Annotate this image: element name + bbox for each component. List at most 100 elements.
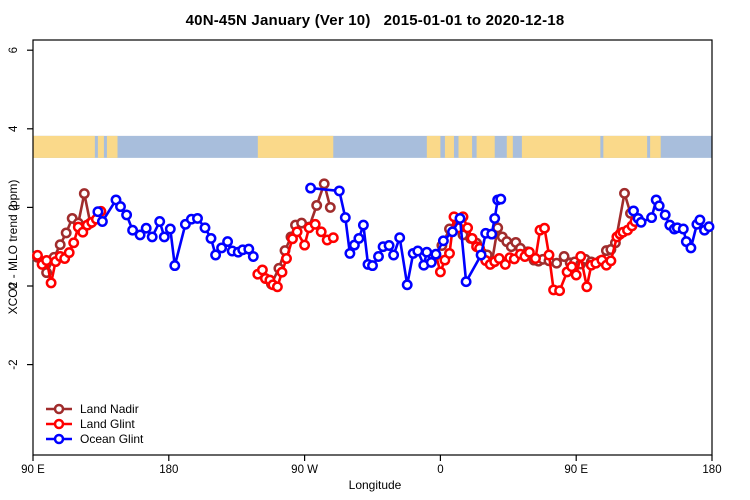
data-point-ocean-glint bbox=[430, 248, 442, 260]
plot-title: 40N-45N January (Ver 10) 2015-01-01 to 2… bbox=[185, 12, 565, 29]
data-point-ocean-glint bbox=[127, 224, 139, 236]
data-point-land-glint bbox=[315, 226, 327, 238]
data-point-ocean-glint bbox=[685, 242, 697, 254]
data-point-land-nadir bbox=[619, 187, 630, 199]
data-point-ocean-glint bbox=[305, 182, 317, 194]
data-point-land-nadir bbox=[324, 201, 336, 213]
data-point-ocean-glint bbox=[401, 279, 413, 291]
y-tick-label: 0 bbox=[8, 283, 20, 289]
data-point-ocean-glint bbox=[192, 212, 203, 224]
y-axis-label: XCO2 - MLO trend (ppm) bbox=[6, 179, 20, 315]
data-point-land-glint bbox=[523, 246, 535, 258]
data-point-ocean-glint bbox=[333, 185, 345, 197]
data-point-ocean-glint bbox=[495, 193, 507, 205]
data-point-land-nadir bbox=[311, 199, 323, 211]
data-point-ocean-glint bbox=[344, 247, 356, 259]
data-point-land-glint bbox=[605, 255, 617, 267]
map-band-land-segment bbox=[33, 135, 95, 158]
land-nadir-line-marker-icon bbox=[46, 403, 72, 414]
map-band-land-segment bbox=[444, 135, 454, 158]
map-band-land-segment bbox=[97, 135, 104, 158]
data-point-ocean-glint bbox=[115, 201, 126, 213]
data-point-land-glint bbox=[63, 247, 75, 259]
map-band-land-segment bbox=[458, 135, 473, 158]
data-point-ocean-glint bbox=[92, 206, 104, 218]
legend: Land Nadir Land Glint Ocean Glint bbox=[44, 401, 143, 446]
data-point-ocean-glint bbox=[437, 235, 449, 247]
data-point-land-glint bbox=[68, 237, 80, 249]
plot-box bbox=[32, 39, 713, 456]
data-point-ocean-glint bbox=[243, 243, 255, 255]
data-point-land-glint bbox=[281, 253, 292, 264]
data-point-land-glint bbox=[271, 281, 283, 293]
data-point-ocean-glint bbox=[134, 229, 146, 241]
data-point-ocean-glint bbox=[489, 212, 501, 224]
map-band-land-segment bbox=[426, 135, 441, 158]
map-band-land-segment bbox=[521, 135, 601, 158]
data-point-ocean-glint bbox=[373, 251, 384, 262]
data-point-land-glint bbox=[309, 218, 321, 230]
data-point-land-glint bbox=[581, 281, 593, 293]
data-point-ocean-glint bbox=[210, 249, 222, 261]
data-point-ocean-glint bbox=[357, 219, 369, 231]
x-tick-label: 0 bbox=[437, 464, 443, 476]
data-point-land-nadir bbox=[318, 178, 330, 190]
data-point-land-glint bbox=[444, 247, 455, 259]
map-band-land-segment bbox=[650, 135, 661, 158]
data-point-land-glint bbox=[543, 249, 555, 261]
ocean-glint-line-marker-icon bbox=[46, 433, 72, 444]
data-point-ocean-glint bbox=[169, 260, 181, 272]
data-point-land-glint bbox=[539, 222, 550, 234]
y-tick-label: 4 bbox=[8, 125, 20, 132]
data-point-land-nadir bbox=[54, 239, 66, 251]
data-point-land-glint bbox=[291, 226, 303, 238]
data-point-ocean-glint bbox=[140, 222, 152, 234]
data-point-land-glint bbox=[575, 251, 587, 262]
data-point-land-glint bbox=[45, 277, 57, 289]
data-point-ocean-glint bbox=[412, 245, 424, 257]
data-point-ocean-glint bbox=[447, 226, 458, 238]
data-point-ocean-glint bbox=[659, 209, 671, 221]
data-point-ocean-glint bbox=[339, 212, 351, 224]
data-point-ocean-glint bbox=[628, 205, 639, 217]
data-point-ocean-glint bbox=[216, 242, 228, 254]
map-band-land-segment bbox=[106, 135, 118, 158]
data-point-land-glint bbox=[462, 222, 474, 234]
x-tick-label: 180 bbox=[159, 464, 178, 476]
data-point-ocean-glint bbox=[460, 276, 472, 288]
data-point-land-glint bbox=[327, 232, 339, 244]
data-point-land-glint bbox=[530, 253, 541, 264]
y-tick-label: -2 bbox=[8, 359, 20, 369]
x-tick-label: 180 bbox=[702, 464, 721, 476]
data-point-land-nadir bbox=[60, 227, 72, 239]
data-point-ocean-glint bbox=[222, 236, 234, 248]
data-point-ocean-glint bbox=[425, 256, 437, 268]
y-tick-label: 2 bbox=[8, 204, 20, 210]
data-point-ocean-glint bbox=[146, 231, 158, 243]
data-point-ocean-glint bbox=[653, 200, 665, 212]
data-point-ocean-glint bbox=[694, 214, 706, 226]
legend-label: Land Glint bbox=[80, 416, 135, 431]
data-point-land-glint bbox=[434, 266, 446, 278]
data-point-ocean-glint bbox=[121, 209, 133, 221]
x-tick-label: 90 E bbox=[564, 464, 588, 476]
data-point-ocean-glint bbox=[635, 216, 647, 228]
data-point-land-glint bbox=[554, 285, 566, 297]
data-point-ocean-glint bbox=[703, 221, 715, 233]
data-point-ocean-glint bbox=[486, 228, 498, 240]
legend-item-land-glint: Land Glint bbox=[44, 416, 143, 431]
data-point-ocean-glint bbox=[154, 216, 166, 227]
data-point-land-glint bbox=[299, 239, 311, 251]
x-axis-label: Longitude bbox=[348, 478, 402, 492]
data-point-ocean-glint bbox=[353, 232, 365, 244]
data-point-ocean-glint bbox=[96, 216, 108, 227]
map-band-land-segment bbox=[257, 135, 334, 158]
data-point-land-nadir bbox=[551, 257, 563, 269]
x-tick-label: 90 E bbox=[21, 464, 45, 476]
data-point-ocean-glint bbox=[367, 260, 378, 272]
map-band-land-segment bbox=[476, 135, 495, 158]
data-point-ocean-glint bbox=[454, 212, 466, 224]
data-point-land-nadir bbox=[558, 251, 570, 262]
data-point-ocean-glint bbox=[158, 231, 170, 243]
